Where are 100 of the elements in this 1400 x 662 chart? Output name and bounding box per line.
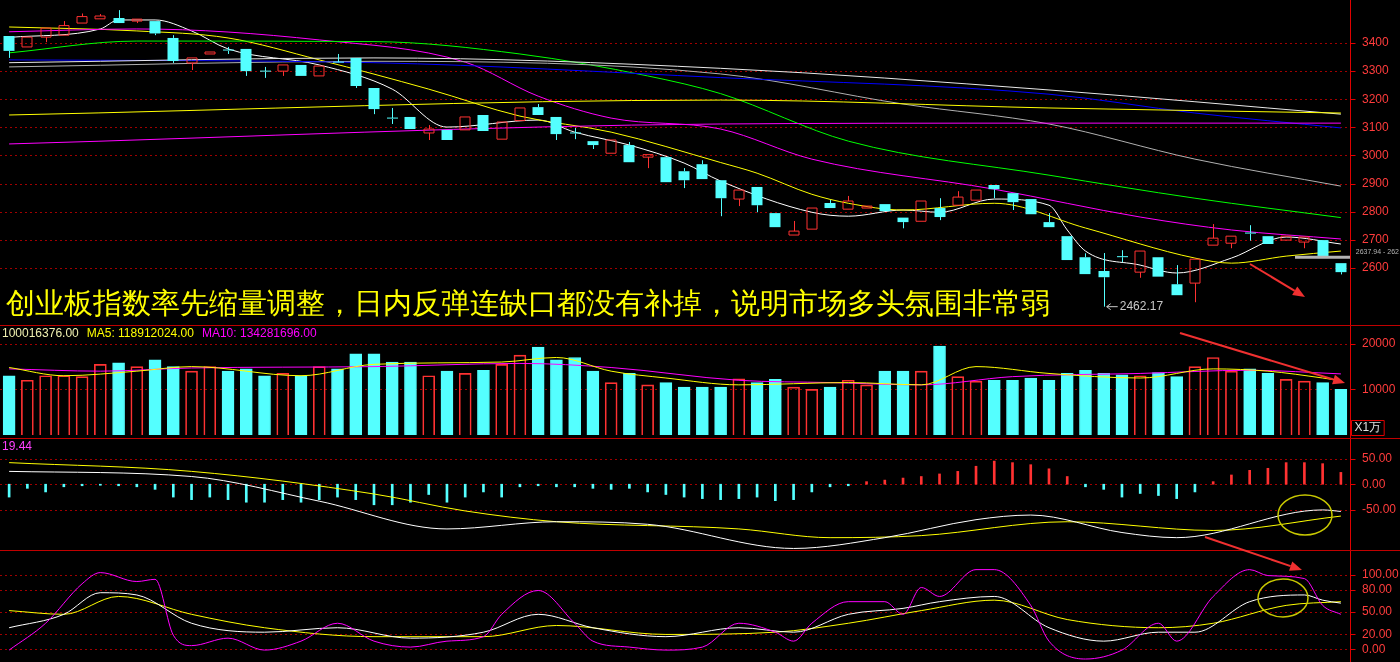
bar bbox=[1138, 483, 1142, 494]
bar bbox=[349, 353, 363, 436]
candlestick bbox=[1043, 212, 1055, 228]
candlestick bbox=[240, 48, 252, 77]
bar bbox=[846, 483, 850, 487]
y-tick-label: 50.00 bbox=[1362, 450, 1393, 465]
annotation: 创业板指数率先缩量调整，日内反弹连缺口都没有补掉，说明市场多头氛围非常弱 bbox=[6, 286, 1050, 320]
bar bbox=[987, 379, 1001, 436]
candlestick bbox=[806, 207, 818, 230]
bar bbox=[354, 483, 358, 500]
text: MA10: 134281696.00 bbox=[201, 326, 318, 341]
candlestick bbox=[1007, 193, 1019, 211]
bar bbox=[646, 483, 649, 493]
bar bbox=[409, 483, 412, 503]
annotation: 2462.17 bbox=[1119, 298, 1164, 313]
bar bbox=[2, 375, 16, 436]
y-tick-label: 20.00 bbox=[1362, 626, 1393, 641]
bar bbox=[714, 386, 727, 436]
bar bbox=[385, 361, 399, 436]
line-series bbox=[8, 60, 1342, 187]
annotation: 19.44 bbox=[2, 439, 33, 454]
y-tick-label: 2900 bbox=[1362, 175, 1390, 190]
candlestick bbox=[295, 64, 307, 76]
bar bbox=[1011, 462, 1014, 485]
y-tick-label: 10000 bbox=[1362, 381, 1396, 396]
candlestick bbox=[204, 51, 216, 55]
candlestick bbox=[58, 20, 70, 36]
candlestick bbox=[970, 189, 982, 201]
bar bbox=[1006, 379, 1019, 436]
bar bbox=[896, 370, 910, 436]
candlestick bbox=[1079, 252, 1091, 275]
bar bbox=[135, 483, 139, 488]
y-tick-label: 2800 bbox=[1362, 204, 1390, 219]
candlestick bbox=[1025, 199, 1037, 215]
bar bbox=[1029, 464, 1033, 485]
candlestick bbox=[313, 65, 325, 77]
candlestick bbox=[605, 139, 617, 154]
candlestick bbox=[477, 114, 489, 132]
bar bbox=[550, 359, 563, 436]
bar bbox=[750, 382, 764, 436]
candlestick bbox=[587, 141, 599, 150]
bar bbox=[701, 483, 704, 499]
candlestick bbox=[496, 121, 508, 140]
y-tick-label: 20000 bbox=[1362, 336, 1396, 351]
candlestick bbox=[149, 21, 161, 36]
candlestick bbox=[1262, 236, 1274, 245]
candlestick bbox=[1280, 235, 1292, 241]
candlestick bbox=[715, 180, 727, 217]
bar bbox=[463, 483, 467, 498]
candlestick bbox=[751, 186, 763, 213]
bar bbox=[992, 460, 996, 485]
bar bbox=[1303, 462, 1306, 485]
candlestick bbox=[386, 107, 399, 125]
y-tick-label: 0.00 bbox=[1362, 476, 1386, 491]
candlestick bbox=[660, 157, 672, 183]
bar bbox=[1024, 377, 1038, 436]
y-tick-label: 2600 bbox=[1362, 260, 1390, 275]
candlestick bbox=[678, 167, 690, 189]
bar bbox=[769, 379, 782, 436]
bar bbox=[1334, 389, 1348, 436]
y-tick-label: 3000 bbox=[1362, 147, 1390, 162]
candlestick bbox=[259, 66, 272, 79]
candlestick bbox=[1207, 223, 1219, 246]
bar bbox=[244, 483, 248, 503]
bar bbox=[883, 479, 887, 485]
candlestick bbox=[988, 184, 1000, 199]
candlestick bbox=[76, 13, 88, 24]
text: X1万 bbox=[1354, 420, 1382, 435]
candlestick bbox=[897, 217, 909, 229]
candlestick bbox=[915, 200, 927, 222]
bar bbox=[568, 357, 581, 436]
bar bbox=[623, 373, 636, 436]
annotation: 100016376.00 bbox=[2, 326, 80, 341]
candlestick bbox=[459, 116, 471, 131]
y-tick-label: 3300 bbox=[1362, 63, 1390, 78]
bar bbox=[536, 483, 540, 487]
y-tick-label: 50.00 bbox=[1362, 604, 1393, 619]
y-tick-label: 3200 bbox=[1362, 91, 1390, 106]
candlestick bbox=[1152, 257, 1164, 277]
bar bbox=[221, 370, 235, 436]
bar bbox=[1316, 382, 1329, 436]
bar bbox=[1243, 368, 1256, 436]
bar bbox=[500, 483, 504, 498]
bar bbox=[117, 483, 120, 487]
bar bbox=[427, 483, 431, 495]
candlestick bbox=[514, 107, 526, 122]
bar bbox=[336, 483, 339, 498]
bar bbox=[1065, 476, 1069, 485]
bar bbox=[263, 483, 266, 503]
bar bbox=[477, 369, 490, 436]
bar bbox=[1084, 483, 1087, 488]
bar bbox=[628, 483, 631, 489]
bar bbox=[367, 353, 381, 436]
bar bbox=[148, 359, 162, 436]
bar bbox=[696, 386, 709, 436]
bar bbox=[1115, 374, 1129, 436]
bar bbox=[659, 382, 673, 436]
bar bbox=[573, 483, 576, 488]
y-tick-label: 3400 bbox=[1362, 35, 1390, 50]
bar bbox=[390, 483, 394, 506]
